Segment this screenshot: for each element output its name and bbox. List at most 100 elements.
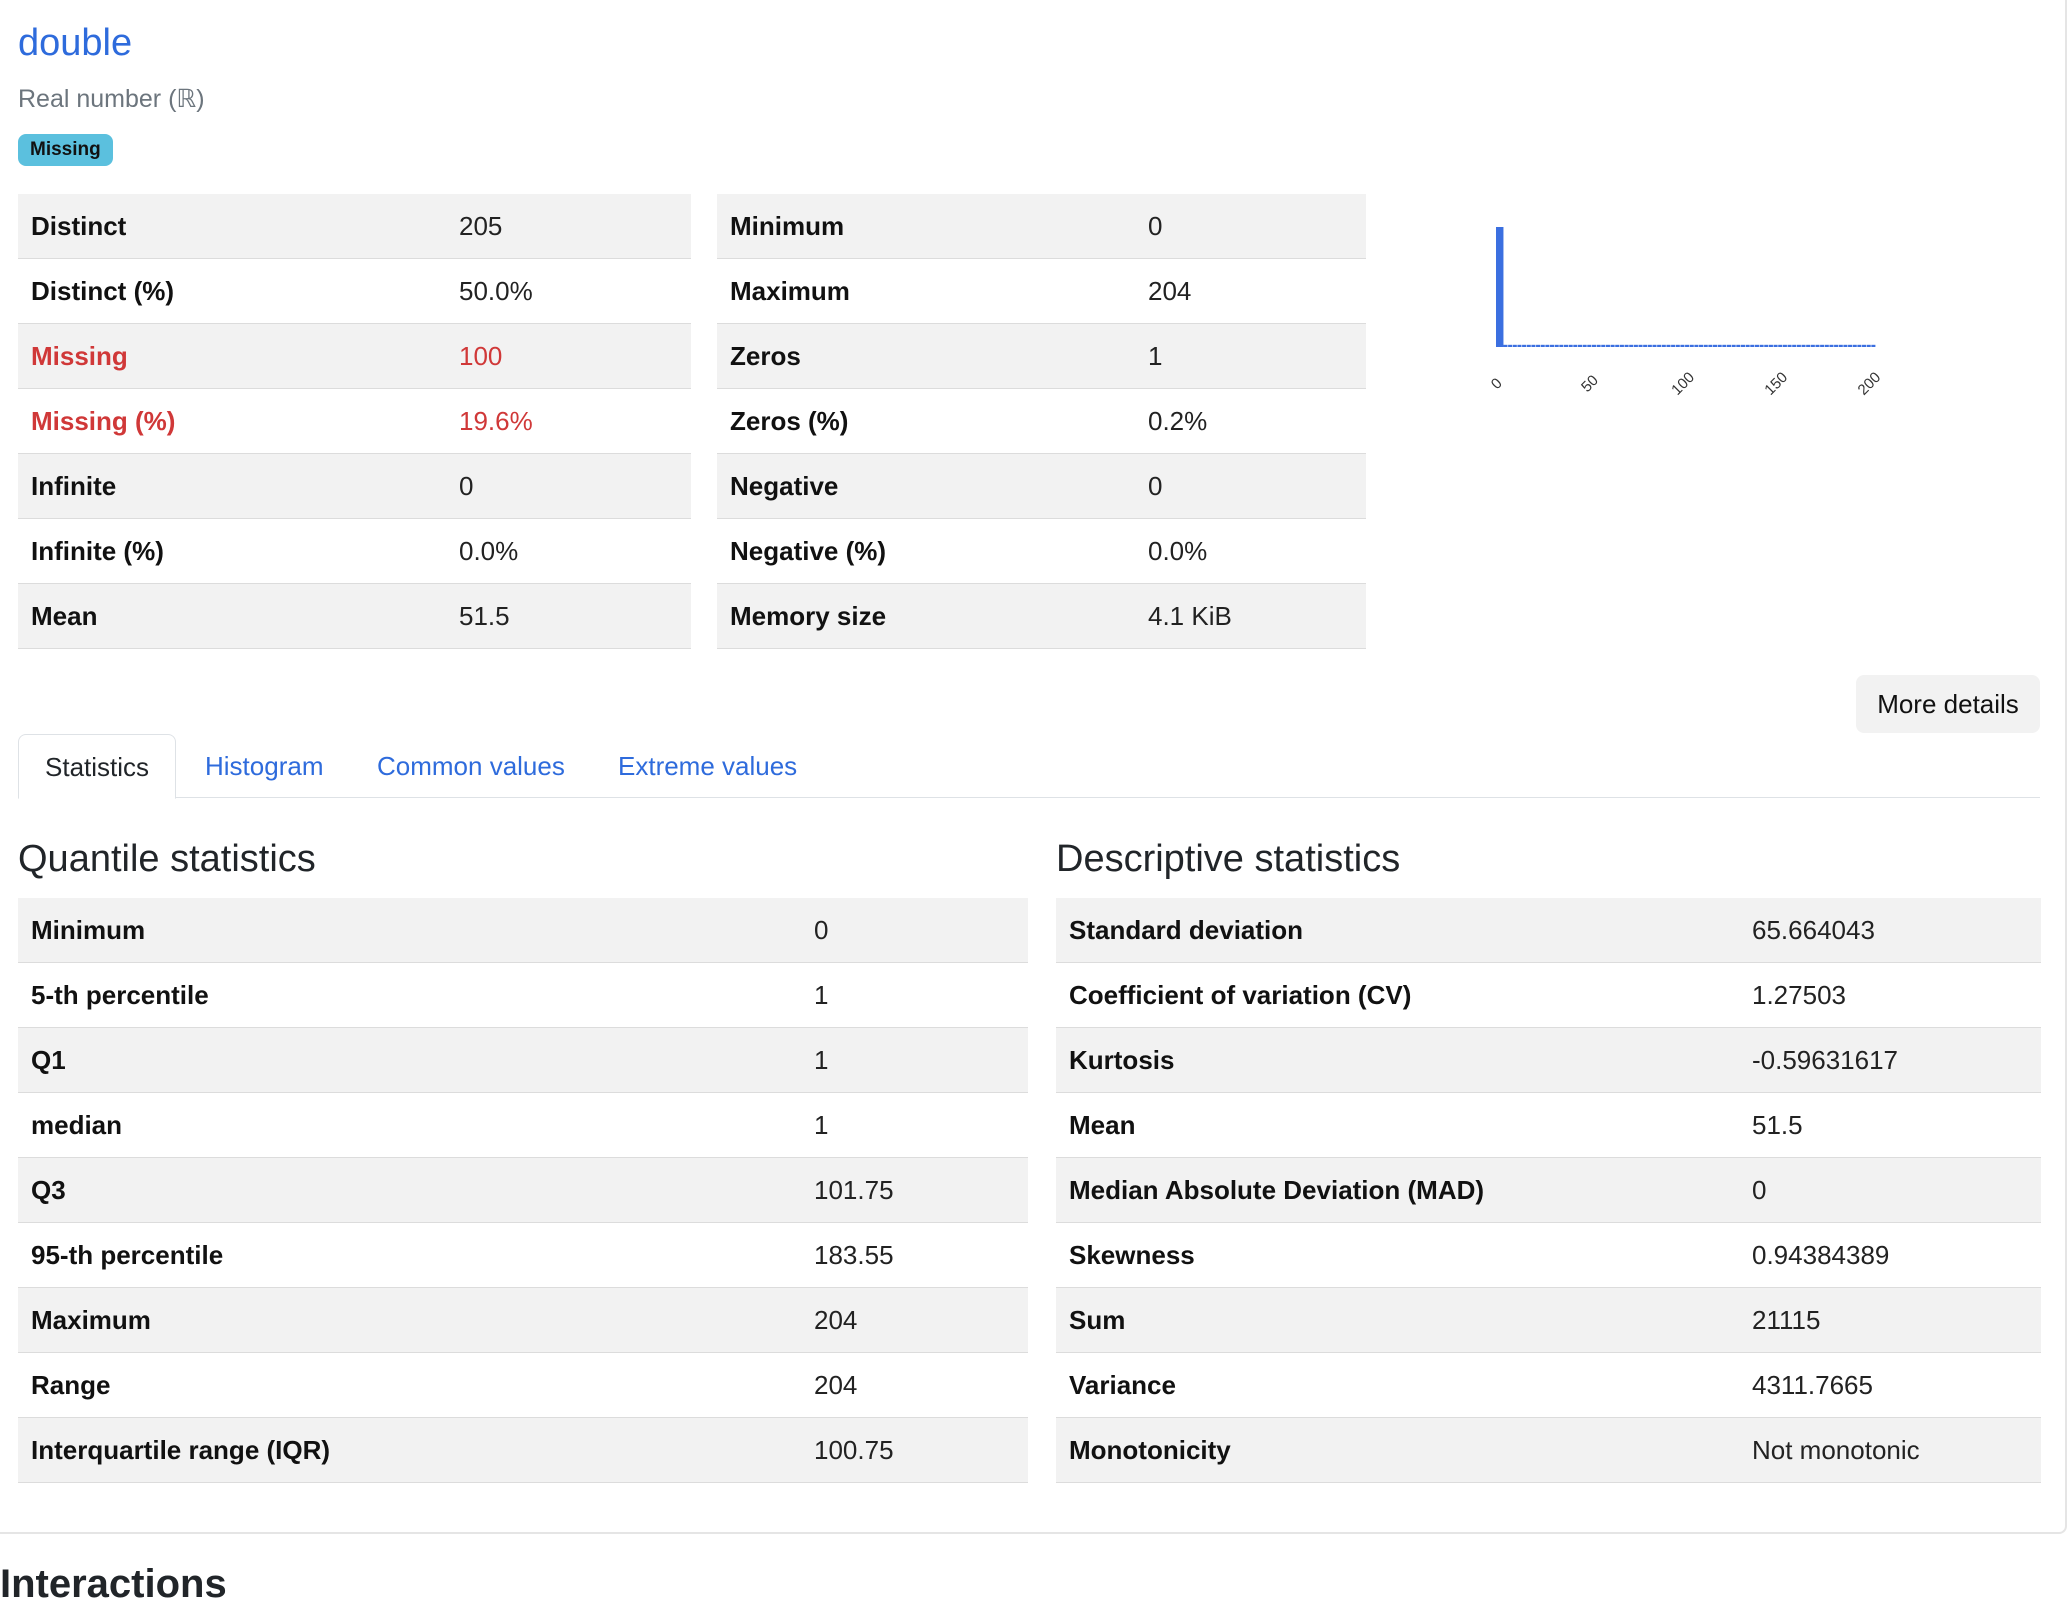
descriptive-value: -0.59631617 [1739, 1027, 2041, 1093]
tab-histogram[interactable]: Histogram [205, 751, 324, 781]
quantile-value: 1 [801, 1092, 1028, 1158]
histogram-bar [1685, 344, 1690, 347]
histogram-bar [1536, 344, 1541, 347]
histogram-bar [1857, 344, 1862, 347]
histogram-bar [1522, 344, 1527, 347]
descriptive-row: Sum 21115 [1056, 1287, 2041, 1353]
histogram-bar [1768, 344, 1773, 347]
histogram-bar [1838, 344, 1843, 347]
overview-left-row: Distinct (%) 50.0% [18, 258, 691, 324]
quantile-label: median [18, 1092, 801, 1158]
quantile-row: Interquartile range (IQR) 100.75 [18, 1417, 1028, 1483]
x-tick-label: 100 [1668, 369, 1698, 399]
quantile-value: 100.75 [801, 1417, 1028, 1483]
quantile-value: 204 [801, 1287, 1028, 1353]
descriptive-row: Variance 4311.7665 [1056, 1352, 2041, 1418]
overview-right-value: 1 [1135, 323, 1366, 389]
descriptive-statistics-title: Descriptive statistics [1056, 838, 1401, 880]
variable-name-link[interactable]: double [18, 22, 133, 64]
x-tick-label: 50 [1578, 372, 1602, 396]
overview-right-value: 4.1 KiB [1135, 583, 1366, 649]
tab-common-values[interactable]: Common values [377, 751, 565, 781]
quantile-label: Interquartile range (IQR) [18, 1417, 801, 1483]
histogram-bar [1638, 344, 1643, 347]
descriptive-value: 1.27503 [1739, 962, 2041, 1028]
overview-left-label: Distinct (%) [18, 258, 446, 324]
tab-statistics[interactable]: Statistics [18, 734, 177, 799]
histogram-bar [1657, 344, 1662, 347]
histogram-bar [1508, 344, 1513, 347]
histogram-bar [1717, 344, 1722, 347]
overview-right-row: Zeros (%) 0.2% [717, 388, 1366, 454]
histogram-bar [1624, 344, 1629, 347]
histogram-bar [1871, 344, 1876, 347]
descriptive-row: Kurtosis -0.59631617 [1056, 1027, 2041, 1093]
overview-right-label: Negative [717, 453, 1135, 519]
more-details-button[interactable]: More details [1856, 675, 2040, 733]
overview-left-value: 0 [446, 453, 691, 519]
overview-right-label: Maximum [717, 258, 1135, 324]
histogram-bar [1666, 344, 1671, 347]
descriptive-value: 21115 [1739, 1287, 2041, 1353]
histogram-bar [1764, 344, 1769, 347]
descriptive-row: Skewness 0.94384389 [1056, 1222, 2041, 1288]
histogram-bar [1559, 344, 1564, 347]
histogram-bar [1708, 344, 1713, 347]
histogram-bar [1820, 344, 1825, 347]
quantile-label: Range [18, 1352, 801, 1418]
histogram-bar [1610, 344, 1615, 347]
overview-left-label: Missing (%) [18, 388, 446, 454]
details-tabs: Statistics Histogram Common values Extre… [18, 734, 2040, 799]
histogram-bar [1834, 344, 1839, 347]
descriptive-value: 0 [1739, 1157, 2041, 1223]
histogram-bar [1596, 344, 1601, 347]
descriptive-label: Standard deviation [1056, 898, 1739, 963]
overview-right-value: 0 [1135, 453, 1366, 519]
overview-right-value: 0 [1135, 194, 1366, 259]
histogram-bar [1694, 344, 1699, 347]
histogram-bar [1540, 344, 1545, 347]
overview-right-label: Zeros (%) [717, 388, 1135, 454]
quantile-row: Q1 1 [18, 1027, 1028, 1093]
histogram-bar [1629, 344, 1634, 347]
tab-extreme-values[interactable]: Extreme values [618, 751, 798, 781]
histogram-bar [1512, 344, 1517, 347]
histogram-bar [1671, 344, 1676, 347]
overview-right-row: Zeros 1 [717, 323, 1366, 389]
histogram-bar [1582, 344, 1587, 347]
quantile-label: Q3 [18, 1157, 801, 1223]
overview-left-value: 51.5 [446, 583, 691, 649]
histogram-bar [1740, 344, 1746, 347]
quantile-statistics-table: Minimum 0 5-th percentile 1 Q1 1 median 1 Q3 101.… [18, 898, 1028, 1483]
quantile-value: 1 [801, 1027, 1028, 1093]
descriptive-value: 4311.7665 [1739, 1352, 2041, 1418]
descriptive-row: Coefficient of variation (CV) 1.27503 [1056, 962, 2041, 1028]
quantile-value: 204 [801, 1352, 1028, 1418]
histogram-bar [1852, 344, 1857, 347]
histogram-bar [1601, 344, 1606, 347]
histogram-bar [1806, 344, 1811, 347]
quantile-label: Q1 [18, 1027, 801, 1093]
histogram-bar [1526, 344, 1531, 347]
histogram-bar [1787, 344, 1792, 347]
overview-left-row: Mean 51.5 [18, 583, 691, 649]
quantile-row: Minimum 0 [18, 898, 1028, 963]
histogram-peak-bar [1496, 227, 1504, 347]
quantile-label: Maximum [18, 1287, 801, 1353]
descriptive-value: 51.5 [1739, 1092, 2041, 1158]
histogram-bar [1759, 344, 1764, 347]
overview-right-label: Memory size [717, 583, 1135, 649]
histogram-bar [1554, 344, 1559, 347]
quantile-label: Minimum [18, 898, 801, 963]
histogram-bar [1801, 344, 1806, 347]
descriptive-label: Coefficient of variation (CV) [1056, 962, 1739, 1028]
descriptive-label: Skewness [1056, 1222, 1739, 1288]
histogram-bar [1615, 344, 1620, 347]
histogram-bar [1680, 344, 1685, 347]
descriptive-label: Mean [1056, 1092, 1739, 1158]
histogram-bar [1792, 344, 1797, 347]
descriptive-label: Kurtosis [1056, 1027, 1739, 1093]
quantile-row: Range 204 [18, 1352, 1028, 1418]
overview-right-label: Minimum [717, 194, 1135, 259]
overview-left-row: Infinite (%) 0.0% [18, 518, 691, 584]
